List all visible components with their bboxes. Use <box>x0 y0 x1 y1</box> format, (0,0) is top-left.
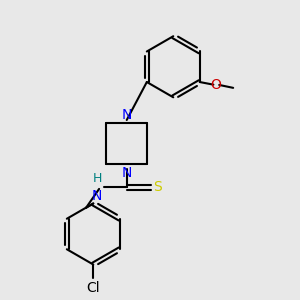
Text: N: N <box>92 190 102 203</box>
Text: S: S <box>154 181 162 194</box>
Text: H: H <box>93 172 102 185</box>
Text: N: N <box>122 108 132 122</box>
Text: N: N <box>122 166 132 180</box>
Text: Cl: Cl <box>86 280 100 295</box>
Text: O: O <box>210 78 221 92</box>
